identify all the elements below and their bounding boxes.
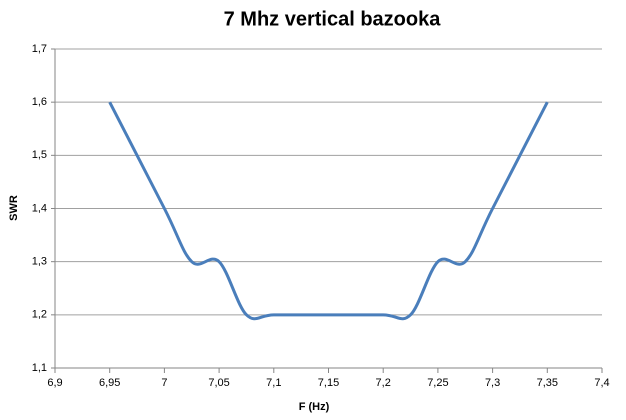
x-tick-label: 7,35 — [537, 377, 558, 389]
y-tick-label: 1,3 — [32, 256, 47, 268]
x-tick-label: 6,9 — [47, 377, 62, 389]
y-tick-label: 1,2 — [32, 309, 47, 321]
y-tick-label: 1,5 — [32, 149, 47, 161]
y-axis-label: SWR — [8, 195, 20, 221]
y-tick-label: 1,6 — [32, 96, 47, 108]
x-tick-label: 7,1 — [266, 377, 281, 389]
x-axis-label: F (Hz) — [299, 401, 330, 413]
y-tick-label: 1,7 — [32, 43, 47, 55]
x-tick-label: 7,2 — [376, 377, 391, 389]
y-tick-label: 1,4 — [32, 202, 47, 214]
data-line — [108, 101, 549, 321]
x-tick-label: 7,3 — [485, 377, 500, 389]
x-tick-label: 6,95 — [99, 377, 120, 389]
y-tick-label: 1,1 — [32, 362, 47, 374]
x-tick-label: 7,4 — [594, 377, 609, 389]
x-tick-label: 7,25 — [427, 377, 448, 389]
x-tick-label: 7,05 — [208, 377, 229, 389]
x-tick-label: 7,15 — [318, 377, 339, 389]
chart-title: 7 Mhz vertical bazooka — [224, 8, 442, 30]
x-tick-label: 7 — [161, 377, 167, 389]
